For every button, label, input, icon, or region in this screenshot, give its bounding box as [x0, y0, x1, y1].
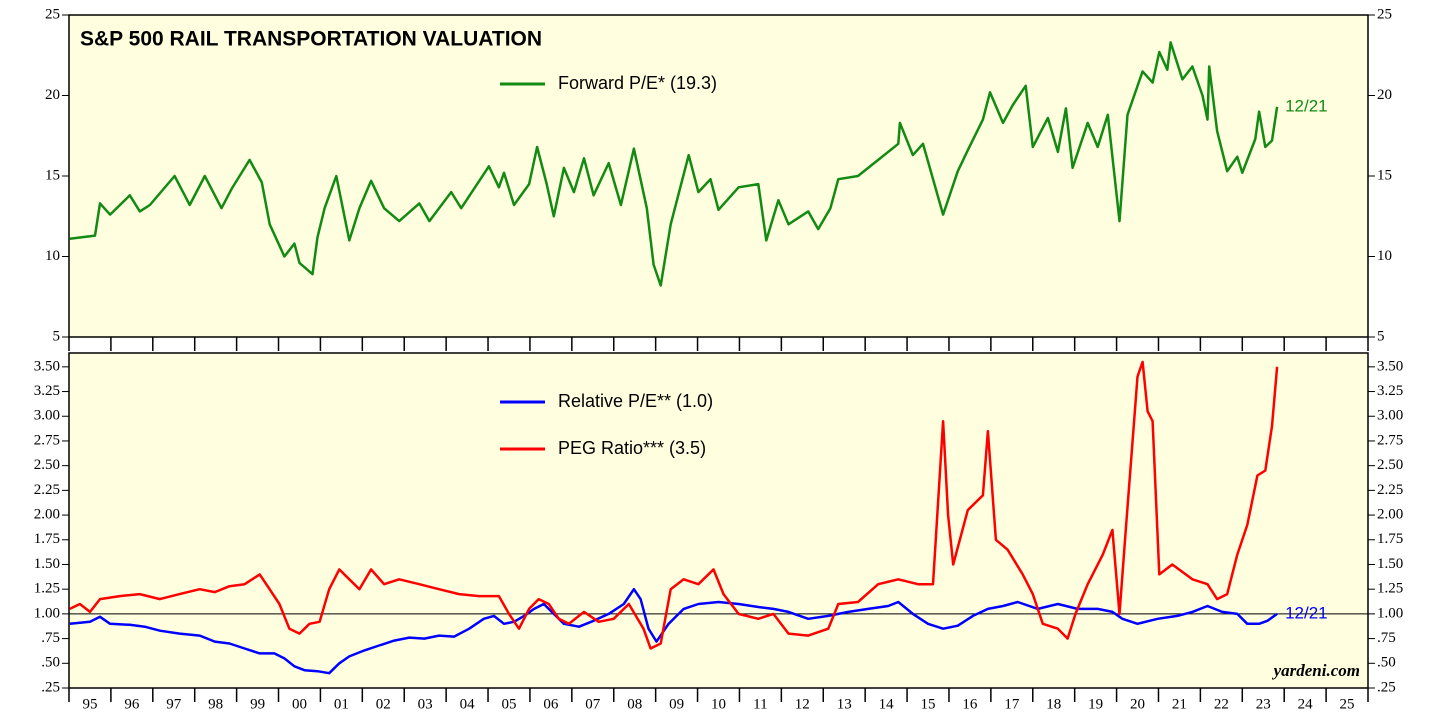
y-tick-label: .25 — [41, 679, 60, 695]
y-tick-label: 2.50 — [34, 457, 60, 473]
x-tick-label: 25 — [1340, 696, 1355, 712]
x-tick-label: 10 — [711, 696, 726, 712]
x-tick-label: 98 — [208, 696, 223, 712]
x-tick-label: 24 — [1298, 696, 1314, 712]
x-tick-label: 01 — [334, 696, 349, 712]
source: yardeni.com — [1272, 661, 1360, 680]
y-tick-label: 10 — [45, 248, 60, 264]
x-tick-label: 03 — [418, 696, 433, 712]
y-tick-label: .50 — [41, 655, 60, 671]
y-tick-label: 1.50 — [34, 556, 60, 572]
x-tick-label: 19 — [1088, 696, 1103, 712]
series-line — [69, 360, 1279, 650]
x-tick-label: 15 — [921, 696, 936, 712]
y2-tick-label: 10 — [1377, 248, 1392, 264]
y2-tick-label: 3.25 — [1377, 383, 1403, 399]
y-tick-label: 1.00 — [34, 605, 60, 621]
y-tick-label: .75 — [41, 630, 60, 646]
legend-label: PEG Ratio*** (3.5) — [558, 438, 706, 458]
x-tick-label: 97 — [166, 696, 182, 712]
y2-tick-label: .50 — [1377, 655, 1396, 671]
y2-tick-label: .25 — [1377, 679, 1396, 695]
x-tick-label: 13 — [837, 696, 852, 712]
y2-tick-label: .75 — [1377, 630, 1396, 646]
x-tick-label: 20 — [1130, 696, 1145, 712]
end-label: 12/21 — [1285, 603, 1328, 622]
y2-tick-label: 2.50 — [1377, 457, 1403, 473]
y-tick-label: 5 — [53, 328, 61, 344]
x-tick-label: 21 — [1172, 696, 1187, 712]
y2-tick-label: 25 — [1377, 6, 1392, 22]
y2-tick-label: 15 — [1377, 167, 1392, 183]
plot-area — [68, 352, 1369, 689]
y2-tick-label: 3.00 — [1377, 408, 1403, 424]
legend-label: Relative P/E** (1.0) — [558, 391, 713, 411]
y2-tick-label: 3.50 — [1377, 358, 1403, 374]
x-tick-label: 02 — [376, 696, 391, 712]
x-tick-label: 07 — [585, 696, 601, 712]
y-tick-label: 2.75 — [34, 432, 60, 448]
y2-tick-label: 5 — [1377, 328, 1385, 344]
y2-tick-label: 1.00 — [1377, 605, 1403, 621]
x-tick-label: 12 — [795, 696, 810, 712]
x-tick-label: 09 — [669, 696, 684, 712]
x-tick-label: 14 — [879, 696, 895, 712]
y2-tick-label: 20 — [1377, 87, 1392, 103]
y-tick-label: 1.25 — [34, 581, 60, 597]
x-tick-label: 04 — [460, 696, 476, 712]
end-label: 12/21 — [1285, 96, 1328, 115]
y-tick-label: 3.00 — [34, 408, 60, 424]
y2-tick-label: 1.50 — [1377, 556, 1403, 572]
x-tick-label: 11 — [753, 696, 767, 712]
y2-tick-label: 2.00 — [1377, 507, 1403, 523]
x-tick-label: 22 — [1214, 696, 1229, 712]
y-tick-label: 20 — [45, 87, 60, 103]
x-tick-label: 06 — [543, 696, 559, 712]
legend-label: Forward P/E* (19.3) — [558, 73, 717, 93]
x-tick-label: 05 — [501, 696, 516, 712]
series-line — [69, 41, 1279, 287]
x-tick-label: 16 — [962, 696, 978, 712]
y2-tick-label: 2.75 — [1377, 432, 1403, 448]
x-tick-label: 17 — [1004, 696, 1020, 712]
y-tick-label: 2.25 — [34, 482, 60, 498]
x-tick-label: 99 — [250, 696, 265, 712]
x-tick-label: 18 — [1046, 696, 1061, 712]
y-tick-label: 25 — [45, 6, 60, 22]
x-tick-label: 96 — [124, 696, 140, 712]
y2-tick-label: 1.75 — [1377, 531, 1403, 547]
x-tick-label: 95 — [82, 696, 97, 712]
y-tick-label: 2.00 — [34, 507, 60, 523]
y2-tick-label: 1.25 — [1377, 581, 1403, 597]
x-tick-label: 08 — [627, 696, 642, 712]
x-tick-label: 00 — [292, 696, 307, 712]
chart-title: S&P 500 RAIL TRANSPORTATION VALUATION — [80, 28, 542, 51]
y2-tick-label: 2.25 — [1377, 482, 1403, 498]
x-tick-label: 23 — [1256, 696, 1271, 712]
y-tick-label: 3.50 — [34, 358, 60, 374]
y-tick-label: 3.25 — [34, 383, 60, 399]
y-tick-label: 15 — [45, 167, 60, 183]
y-tick-label: 1.75 — [34, 531, 60, 547]
plot-area — [68, 14, 1369, 338]
